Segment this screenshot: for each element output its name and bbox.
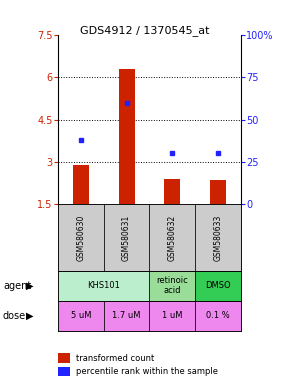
- Text: GDS4912 / 1370545_at: GDS4912 / 1370545_at: [80, 25, 210, 36]
- Bar: [58, 301, 104, 331]
- Bar: [149, 301, 195, 331]
- Bar: [195, 271, 241, 301]
- Text: dose: dose: [3, 311, 26, 321]
- Bar: [119, 68, 135, 204]
- Text: retinoic
acid: retinoic acid: [156, 276, 188, 295]
- Text: 5 uM: 5 uM: [70, 311, 91, 320]
- Bar: [104, 301, 149, 331]
- Text: 0.1 %: 0.1 %: [206, 311, 230, 320]
- Text: GSM580631: GSM580631: [122, 214, 131, 261]
- Text: 1.7 uM: 1.7 uM: [112, 311, 141, 320]
- Text: GSM580633: GSM580633: [213, 214, 222, 261]
- Text: ▶: ▶: [26, 311, 34, 321]
- Text: GSM580630: GSM580630: [76, 214, 85, 261]
- Text: GSM580632: GSM580632: [168, 214, 177, 261]
- Bar: [164, 179, 180, 204]
- Bar: [149, 271, 195, 301]
- Bar: [58, 204, 104, 271]
- Bar: [149, 204, 195, 271]
- Text: ▶: ▶: [26, 281, 34, 291]
- Bar: [210, 180, 226, 204]
- Text: DMSO: DMSO: [205, 281, 231, 290]
- Bar: [195, 204, 241, 271]
- Text: transformed count: transformed count: [76, 354, 154, 362]
- Text: percentile rank within the sample: percentile rank within the sample: [76, 367, 218, 376]
- Text: KHS101: KHS101: [87, 281, 120, 290]
- Bar: [195, 301, 241, 331]
- Text: 1 uM: 1 uM: [162, 311, 182, 320]
- Bar: [58, 271, 149, 301]
- Text: agent: agent: [3, 281, 31, 291]
- Bar: [73, 165, 89, 204]
- Bar: [104, 204, 149, 271]
